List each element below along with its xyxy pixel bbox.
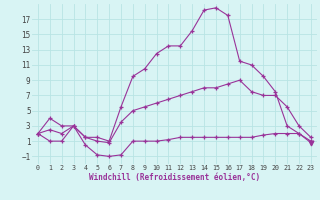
X-axis label: Windchill (Refroidissement éolien,°C): Windchill (Refroidissement éolien,°C): [89, 173, 260, 182]
